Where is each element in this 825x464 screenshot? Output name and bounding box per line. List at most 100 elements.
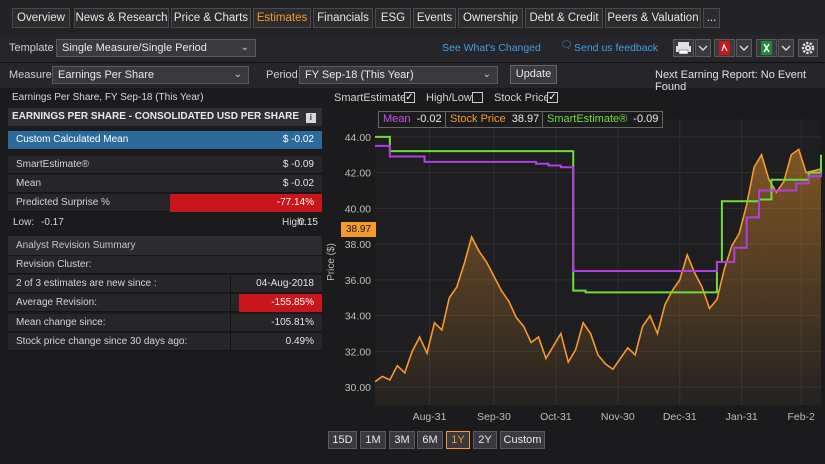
average-revision-row: Average Revision: -155.85% [8,294,322,312]
smartestimate-checkbox[interactable]: ✓ [404,92,415,103]
stock-price-change-label: Stock price change since 30 days ago: [16,336,188,347]
average-revision-value: -155.85% [239,294,322,312]
excel-menu-button[interactable] [778,39,794,57]
y-axis-label: Price ($) [326,243,337,281]
range-15d-button[interactable]: 15D [328,431,357,449]
tab-debt-credit[interactable]: Debt & Credit [525,8,603,28]
average-revision-label: Average Revision: [16,297,97,308]
legend-stock-value: 38.97 [511,113,540,125]
legend-mean: Mean -0.02 [378,111,447,128]
chevron-down-icon: ⌄ [482,69,491,80]
y-tick-label: 32.00 [345,346,371,358]
y-tick-label: 42.00 [345,168,371,180]
range-3m-button[interactable]: 3M [389,431,415,449]
legend-stock-label: Stock Price [450,113,506,125]
custom-mean-row[interactable]: Custom Calculated Mean $ -0.02 [8,131,322,150]
predicted-surprise-value: -77.14% [170,194,322,212]
y-tick-label: 36.00 [345,275,371,287]
mean-row: Mean $ -0.02 [8,175,322,193]
period-label: Period [266,69,298,81]
tab-[interactable]: ... [703,8,720,28]
predicted-surprise-label: Predicted Surprise % [16,197,110,208]
highlow-checkbox[interactable] [472,92,483,103]
pdf-export-button[interactable] [714,39,735,57]
stock-price-change-value: 0.49% [285,336,314,347]
chevron-down-icon: ⌄ [233,69,242,80]
template-value: Single Measure/Single Period [62,42,207,54]
settings-button[interactable] [798,39,818,57]
panel-subtitle: Earnings Per Share, FY Sep-18 (This Year… [12,92,204,103]
legend-mean-label: Mean [383,113,411,125]
template-dropdown[interactable]: Single Measure/Single Period ⌄ [56,39,256,57]
legend-mean-value: -0.02 [416,113,442,125]
send-feedback-link[interactable]: Send us feedback [574,42,659,54]
y-tick-label: 34.00 [345,311,371,323]
measure-dropdown[interactable]: Earnings Per Share ⌄ [52,66,249,84]
high-label: High: [282,217,306,228]
tab-overview[interactable]: Overview [12,8,70,28]
range-custom-button[interactable]: Custom [500,431,545,449]
pdf-icon [719,41,730,55]
chevron-down-icon [698,45,708,51]
gear-icon [801,41,815,55]
excel-icon [761,41,772,55]
price-chart: 30.00 32.00 34.00 36.00 38.00 40.00 42.00 44.00… [326,119,822,423]
range-2y-button[interactable]: 2Y [473,431,497,449]
measure-value: Earnings Per Share [58,69,154,81]
tab-financials[interactable]: Financials [313,8,373,28]
tab-esg[interactable]: ESG [375,8,411,28]
stock-price-line [374,148,822,383]
print-button[interactable] [673,39,694,57]
smartestimate-row: SmartEstimate® $ -0.09 [8,156,322,174]
low-value: -0.17 [41,217,64,228]
excel-export-button[interactable] [756,39,777,57]
highlow-toggle-label: High/Low [426,92,472,104]
stockprice-checkbox[interactable]: ✓ [547,92,558,103]
chevron-down-icon: ⌄ [240,42,249,53]
revision-summary-header: Analyst Revision Summary [8,236,322,256]
tab-events[interactable]: Events [413,8,456,28]
high-value: 0.15 [298,217,318,228]
mean-change-label: Mean change since: [16,317,106,328]
revision-cluster-row: Revision Cluster: [8,256,322,274]
tab-ownership[interactable]: Ownership [458,8,523,28]
smartestimate-value: $ -0.09 [282,159,314,170]
mean-change-row: Mean change since: -105.81% [8,314,322,332]
x-tick-label: Sep-30 [477,411,511,423]
y-tick-label: 38.00 [345,239,371,251]
info-icon[interactable]: i [305,113,316,123]
print-menu-button[interactable] [695,39,711,57]
x-tick-label: Aug-31 [413,411,447,423]
next-earning-report: Next Earning Report: No Event Found [655,69,807,93]
x-tick-label: Jan-31 [726,411,758,423]
smartestimate-toggle-label: SmartEstimate® [334,92,415,104]
tab-peers-valuation[interactable]: Peers & Valuation [605,8,701,28]
chevron-down-icon [739,45,749,51]
stock-price-change-row: Stock price change since 30 days ago: 0.… [8,333,322,351]
tab-estimates[interactable]: Estimates [253,8,311,28]
period-dropdown[interactable]: FY Sep-18 (This Year) ⌄ [299,66,498,84]
stockprice-toggle-label: Stock Price [494,92,550,104]
new-estimates-date: 04-Aug-2018 [256,278,314,289]
see-whats-changed-link[interactable]: See What's Changed [442,42,541,54]
range-1m-button[interactable]: 1M [360,431,386,449]
tab-news-research[interactable]: News & Research [74,8,169,28]
new-estimates-label: 2 of 3 estimates are new since : [16,278,157,289]
chevron-down-icon [781,45,791,51]
smartestimate-label: SmartEstimate® [16,159,89,170]
tab-price-charts[interactable]: Price & Charts [171,8,251,28]
top-tab-bar: Overview News & Research Price & Charts Est… [0,0,825,35]
y-tick-label: 44.00 [345,132,371,144]
pdf-menu-button[interactable] [736,39,752,57]
revision-summary-title: Analyst Revision Summary [16,240,136,251]
update-button[interactable]: Update [510,65,557,84]
custom-mean-label: Custom Calculated Mean [16,134,129,145]
low-high-row: Low: -0.17 High: 0.15 [8,214,322,232]
mean-label: Mean [16,178,42,189]
x-tick-label: Oct-31 [540,411,572,423]
range-1y-button[interactable]: 1Y [446,431,470,449]
range-6m-button[interactable]: 6M [417,431,443,449]
current-price-tag: 38.97 [341,222,376,237]
x-tick-label: Dec-31 [663,411,697,423]
printer-icon [676,42,691,55]
